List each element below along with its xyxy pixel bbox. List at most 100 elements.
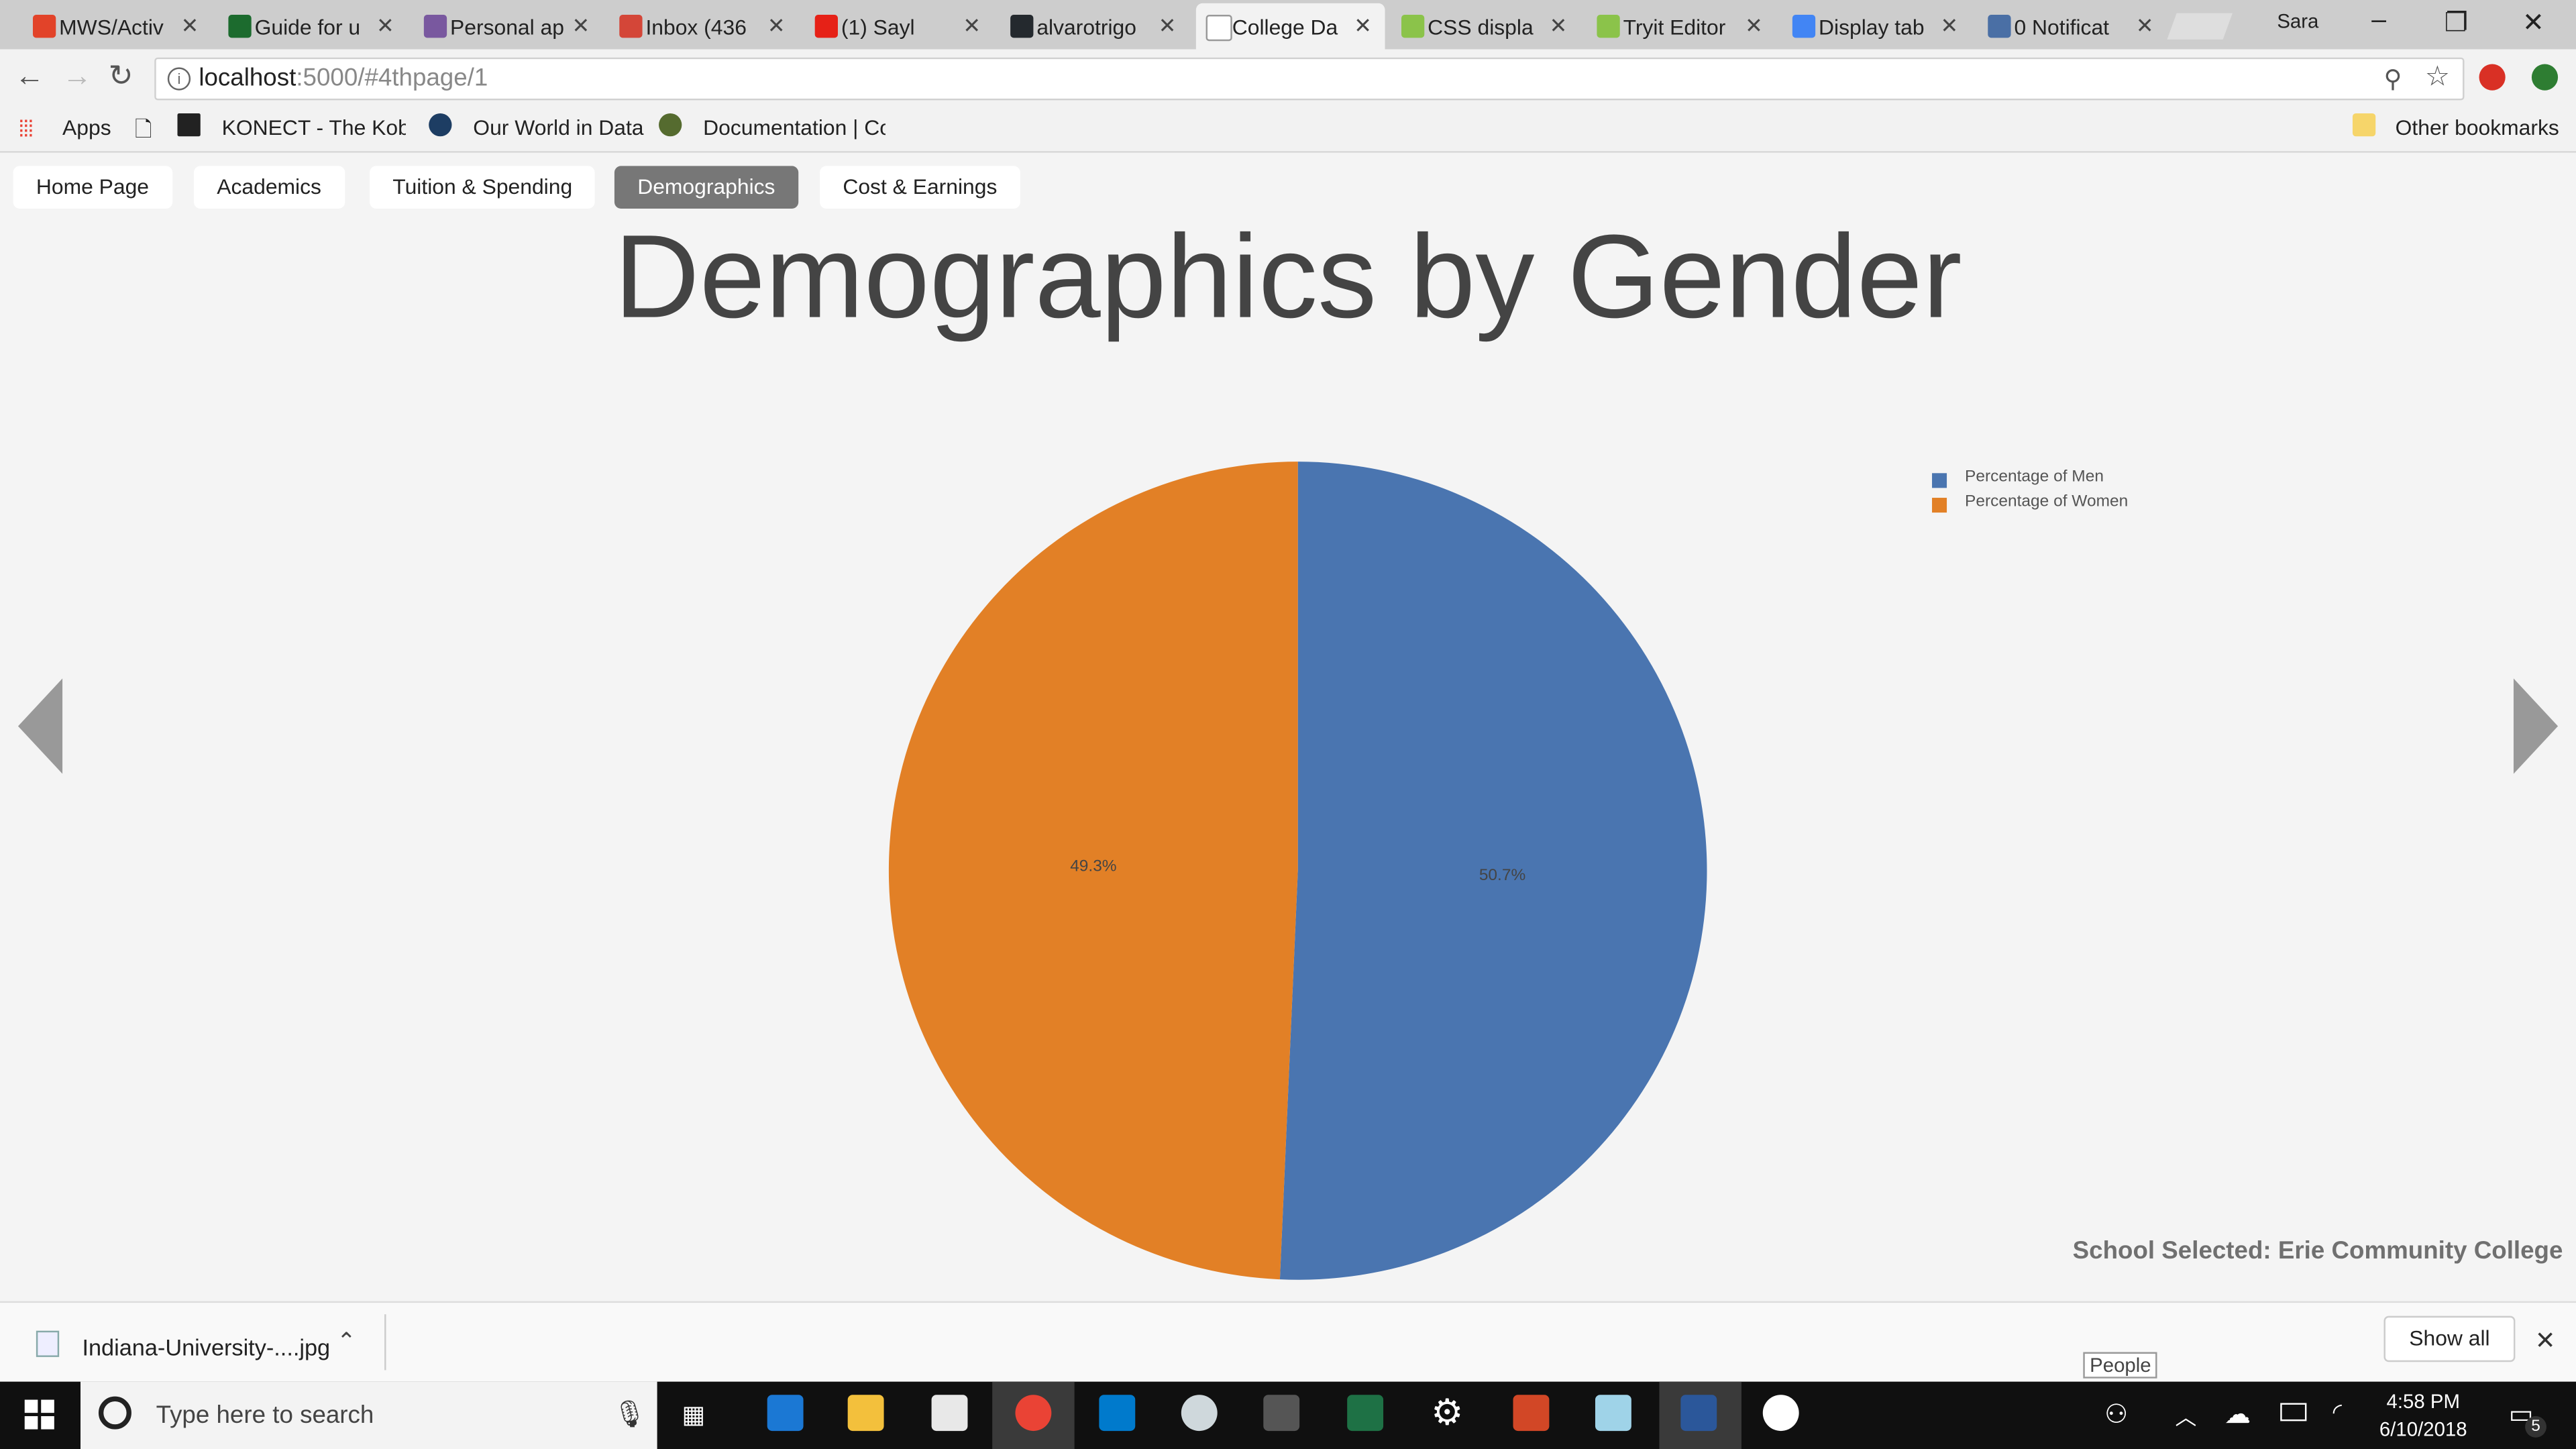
close-tab-icon[interactable]: ✕ — [1745, 13, 1763, 38]
nav-academics[interactable]: Academics — [193, 166, 345, 209]
browser-tab[interactable]: MWS/Activ ✕ — [23, 3, 212, 50]
wifi-icon[interactable]: ◜ — [2332, 1398, 2342, 1425]
extension-icon[interactable] — [2531, 64, 2559, 91]
chevron-up-tray-icon[interactable]: ︿ — [2175, 1404, 2197, 1430]
pie-slice-men[interactable] — [1279, 462, 1707, 1280]
close-tab-icon[interactable]: ✕ — [572, 13, 590, 38]
close-tab-icon[interactable]: ✕ — [2135, 13, 2154, 38]
close-window-icon[interactable]: ✕ — [2522, 9, 2544, 38]
other-bookmarks[interactable]: Other bookmarks — [2395, 115, 2559, 140]
nav-tuition-spending[interactable]: Tuition & Spending — [370, 166, 596, 209]
search-placeholder[interactable]: Type here to search — [156, 1401, 374, 1430]
legend-swatch-women — [1932, 498, 1947, 513]
browser-tab[interactable]: Tryit Editor ✕ — [1587, 3, 1776, 50]
minimize-icon[interactable]: – — [2371, 6, 2387, 35]
back-icon[interactable]: ← — [15, 59, 45, 93]
taskbar-clock[interactable]: 4:58 PM 6/10/2018 — [2366, 1388, 2481, 1444]
school-selected: School Selected: Erie Community College — [2072, 1237, 2563, 1265]
bookmark-konect[interactable]: KONECT - The Koble — [221, 115, 406, 140]
reload-icon[interactable]: ↻ — [108, 59, 133, 93]
page-bookmark-icon[interactable]: 🗋 — [134, 116, 152, 142]
sticky-notes-icon[interactable] — [1595, 1395, 1631, 1432]
word-icon[interactable] — [1680, 1395, 1717, 1432]
clock-time: 4:58 PM — [2386, 1389, 2460, 1413]
close-tab-icon[interactable]: ✕ — [1354, 13, 1372, 38]
notification-badge: 5 — [2525, 1416, 2546, 1438]
w3schools-icon — [1401, 15, 1425, 38]
gitlab-icon — [32, 15, 56, 38]
prev-slide-arrow-icon[interactable] — [17, 678, 63, 774]
nav-home-page[interactable]: Home Page — [13, 166, 172, 209]
chart-icon — [1792, 15, 1816, 38]
browser-tab[interactable]: alvarotrigo ✕ — [1000, 3, 1189, 50]
browser-tab[interactable]: Display tab ✕ — [1782, 3, 1972, 50]
vscode-icon[interactable] — [1099, 1395, 1136, 1432]
chevron-up-icon[interactable]: ⌃ — [337, 1327, 356, 1354]
info-icon[interactable]: i — [167, 67, 191, 91]
close-tab-icon[interactable]: ✕ — [376, 13, 394, 38]
browser-tab[interactable]: CSS displa ✕ — [1391, 3, 1580, 50]
next-slide-arrow-icon[interactable] — [2513, 678, 2559, 774]
w3schools-icon — [1597, 15, 1620, 38]
bookmark-owid[interactable]: Our World in Data — [473, 115, 644, 140]
download-shelf — [0, 1301, 2576, 1384]
pie-label-women: 49.3% — [1070, 857, 1116, 875]
forward-icon[interactable]: → — [62, 59, 93, 93]
show-all-button[interactable]: Show all — [2383, 1316, 2516, 1362]
url-text[interactable]: localhost:5000/#4thpage/1 — [199, 64, 488, 93]
people-icon[interactable]: ⚇ — [2104, 1401, 2129, 1430]
close-tab-icon[interactable]: ✕ — [1158, 13, 1177, 38]
notification-icon — [1988, 15, 2011, 38]
bookmark-documentation[interactable]: Documentation | Co — [703, 115, 886, 140]
terminal-icon[interactable] — [1263, 1395, 1300, 1432]
browser-tab[interactable]: Guide for u ✕ — [219, 3, 408, 50]
pie-slice-women[interactable] — [888, 462, 1298, 1280]
browser-tab[interactable]: 0 Notificat ✕ — [1978, 3, 2167, 50]
taskbar-search[interactable] — [80, 1381, 657, 1449]
edge-icon[interactable] — [767, 1395, 804, 1432]
paint-icon[interactable] — [1181, 1395, 1218, 1432]
close-tab-icon[interactable]: ✕ — [963, 13, 981, 38]
gmail-icon — [619, 15, 643, 38]
github-icon — [1010, 15, 1034, 38]
browser-tab[interactable]: (1) Sayl ✕ — [805, 3, 994, 50]
windows-logo-pane — [41, 1416, 54, 1430]
file-explorer-icon[interactable] — [847, 1395, 884, 1432]
tab-title: 0 Notificat — [2014, 13, 2110, 39]
battery-icon[interactable] — [2280, 1403, 2307, 1421]
close-tab-icon[interactable]: ✕ — [1940, 13, 1959, 38]
slack-icon[interactable] — [1762, 1395, 1799, 1432]
close-tab-icon[interactable]: ✕ — [1549, 13, 1568, 38]
restore-icon[interactable]: ❐ — [2444, 9, 2468, 38]
legend-item-women[interactable]: Percentage of Women — [1932, 493, 2128, 518]
excel-icon[interactable] — [1347, 1395, 1384, 1432]
page-title: Demographics by Gender — [614, 211, 1962, 343]
onedrive-icon[interactable]: ☁ — [2224, 1401, 2251, 1430]
profile-name[interactable]: Sara — [2277, 9, 2319, 33]
download-filename[interactable]: Indiana-University-....jpg — [82, 1334, 331, 1360]
browser-tab[interactable]: College Da ✕ — [1195, 3, 1385, 50]
opera-extension-icon[interactable] — [2479, 64, 2506, 91]
browser-tab[interactable]: Inbox (436 ✕ — [610, 3, 799, 50]
legend-item-men[interactable]: Percentage of Men — [1932, 468, 2128, 493]
browser-tab[interactable]: Personal ap ✕ — [414, 3, 603, 50]
microphone-icon[interactable]: 🎙 — [612, 1401, 647, 1430]
address-bar[interactable] — [154, 57, 2465, 101]
star-icon[interactable]: ☆ — [2424, 60, 2451, 93]
bookmark-apps[interactable]: Apps — [62, 115, 111, 140]
tab-title: alvarotrigo — [1036, 13, 1136, 39]
nav-cost-earnings[interactable]: Cost & Earnings — [820, 166, 1020, 209]
close-tab-icon[interactable]: ✕ — [767, 13, 786, 38]
task-view-icon[interactable]: ▦ — [682, 1401, 706, 1430]
store-icon[interactable] — [931, 1395, 968, 1432]
zoom-icon[interactable]: ⚲ — [2383, 65, 2402, 94]
close-tab-icon[interactable]: ✕ — [180, 13, 199, 38]
chrome-icon[interactable] — [1015, 1395, 1052, 1432]
cortana-icon — [98, 1396, 131, 1430]
windows-start-icon[interactable] — [24, 1399, 54, 1430]
close-shelf-icon[interactable]: ✕ — [2534, 1327, 2556, 1356]
settings-gear-icon[interactable]: ⚙ — [1431, 1391, 1464, 1433]
nav-demographics[interactable]: Demographics — [614, 166, 798, 209]
powerpoint-icon[interactable] — [1513, 1395, 1550, 1432]
